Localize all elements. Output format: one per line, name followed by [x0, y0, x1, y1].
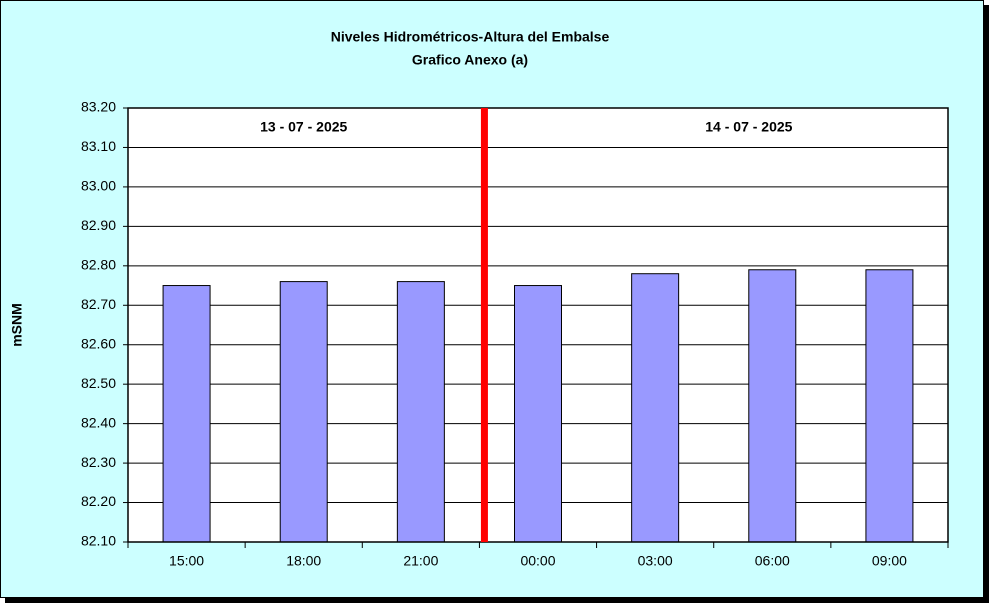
x-tick-label: 21:00: [403, 553, 438, 569]
y-tick-label: 82.60: [81, 335, 116, 351]
date-annotation: 14 - 07 - 2025: [705, 119, 792, 135]
bar: [514, 285, 562, 543]
bar: [631, 273, 680, 543]
y-tick-label: 83.00: [81, 178, 116, 194]
y-axis-label: mSNM: [9, 303, 25, 347]
x-tick-label: 06:00: [755, 553, 790, 569]
bar: [748, 269, 797, 543]
x-tick-label: 18:00: [286, 553, 321, 569]
y-tick-label: 83.10: [81, 138, 116, 154]
x-tick-label: 00:00: [520, 553, 555, 569]
y-tick-label: 82.40: [81, 414, 116, 430]
y-tick-label: 82.50: [81, 375, 116, 391]
bar: [865, 269, 914, 543]
bar: [396, 281, 445, 543]
y-tick-label: 82.70: [81, 296, 116, 312]
y-tick-label: 82.20: [81, 493, 116, 509]
x-tick-label: 03:00: [638, 553, 673, 569]
chart-subtitle: Grafico Anexo (a): [412, 52, 528, 68]
y-tick-label: 82.10: [81, 533, 116, 549]
chart-title: Niveles Hidrométricos-Altura del Embalse: [331, 29, 610, 45]
bar: [279, 281, 328, 543]
plot-border: [127, 107, 949, 543]
y-tick-label: 82.80: [81, 257, 116, 273]
date-annotation: 13 - 07 - 2025: [260, 119, 347, 135]
x-tick-label: 15:00: [169, 553, 204, 569]
y-tick-label: 83.20: [81, 99, 116, 115]
y-tick-label: 82.90: [81, 217, 116, 233]
x-tick-label: 09:00: [872, 553, 907, 569]
y-tick-label: 82.30: [81, 454, 116, 470]
bar: [162, 285, 211, 543]
